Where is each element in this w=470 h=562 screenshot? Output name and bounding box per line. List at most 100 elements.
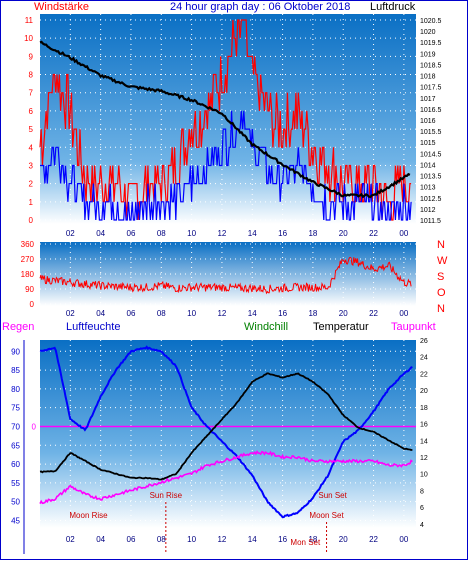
- x-tick-label: 18: [308, 229, 317, 238]
- right-tick-label: 1014.5: [420, 151, 442, 158]
- temp-tick-label: 18: [420, 405, 428, 412]
- x-tick-label: 04: [96, 535, 105, 544]
- humidity-temp-plot: 45 50 55 60 65 70 75 80 85 90 4 6 8 10 12 14 16 18 20 22 24 2…: [11, 338, 428, 554]
- right-tick-label: 1015.5: [420, 129, 442, 136]
- humidity-tick-label: 45: [11, 516, 20, 525]
- direction-label-w: W: [437, 255, 448, 267]
- x-tick-label: 10: [187, 229, 196, 238]
- right-tick-label: 1017: [420, 96, 436, 103]
- right-tick-label: 1019: [420, 51, 436, 58]
- humidity-tick-label: 55: [11, 479, 20, 488]
- left-tick-label: 3: [29, 161, 34, 170]
- right-tick-label: 1016.5: [420, 107, 442, 114]
- x-tick-label: 16: [278, 535, 287, 544]
- left-tick-label: 8: [29, 71, 34, 80]
- windstaerke-label: Windstärke: [34, 1, 89, 13]
- x-tick-label: 10: [187, 535, 196, 544]
- right-tick-label: 1011.5: [420, 218, 441, 225]
- luftdruck-label: Luftdruck: [370, 1, 416, 13]
- temp-tick-label: 10: [420, 472, 428, 479]
- direction-label-o: O: [437, 287, 446, 299]
- humidity-tick-label: 85: [11, 366, 20, 375]
- temperatur-label: Temperatur: [313, 321, 369, 333]
- astro-label-sun-rise: Sun Rise: [150, 491, 183, 500]
- temp-tick-label: 22: [420, 371, 428, 378]
- x-tick-label: 18: [308, 309, 317, 318]
- dir-tick-label: 180: [21, 270, 35, 279]
- temp-tick-label: 24: [420, 355, 428, 362]
- gust-line: [39, 19, 412, 221]
- dir-tick-label: 360: [21, 240, 35, 249]
- right-tick-label: 1012.5: [420, 196, 442, 203]
- humidity-tick-label: 80: [11, 385, 20, 394]
- luftfeuchte-label: Luftfeuchte: [66, 321, 120, 333]
- regen-label: Regen: [2, 321, 34, 333]
- right-tick-label: 1012: [420, 207, 436, 214]
- temp-tick-label: 26: [420, 338, 428, 345]
- x-tick-label: 06: [127, 229, 136, 238]
- right-tick-label: 1015: [420, 140, 436, 147]
- temp-tick-label: 6: [420, 505, 424, 512]
- humidity-tick-label: 50: [11, 498, 20, 507]
- astro-label-moon-rise: Moon Rise: [69, 511, 108, 520]
- humidity-line: [39, 345, 413, 519]
- x-tick-label: 00: [399, 309, 408, 318]
- direction-label-n: N: [437, 239, 445, 251]
- dir-tick-label: 270: [21, 255, 35, 264]
- x-tick-label: 06: [127, 535, 136, 544]
- temp-tick-label: 14: [420, 438, 428, 445]
- x-tick-label: 14: [248, 535, 257, 544]
- humidity-tick-label: 75: [11, 404, 20, 413]
- temp-tick-label: 8: [420, 488, 424, 495]
- x-tick-label: 22: [369, 309, 378, 318]
- astro-label-sun-set: Sun Set: [318, 491, 347, 500]
- right-tick-label: 1018: [420, 74, 436, 81]
- right-tick-label: 1017.5: [420, 85, 442, 92]
- humidity-tick-label: 65: [11, 441, 20, 450]
- right-tick-label: 1013.5: [420, 174, 442, 181]
- x-tick-label: 04: [96, 229, 105, 238]
- panel-humidity-temp: [40, 340, 416, 528]
- right-tick-label: 1019.5: [420, 40, 442, 47]
- dewpoint-line: [39, 450, 413, 505]
- astro-label-mon-set: Mon Set: [290, 538, 321, 547]
- left-tick-label: 2: [29, 180, 34, 189]
- x-tick-label: 14: [248, 229, 257, 238]
- wind-direction-plot: 360 270 180 90 0 02 04 06 08 10 12 14 16 18 20 22 00: [21, 240, 416, 318]
- chart-title: 24 hour graph day : 06 Oktober 2018: [170, 1, 350, 13]
- panel-wind-direction: [40, 242, 416, 306]
- x-tick-label: 18: [308, 535, 317, 544]
- x-tick-label: 12: [217, 229, 226, 238]
- x-tick-label: 20: [339, 309, 348, 318]
- rain-zero-label: 0: [32, 422, 37, 431]
- x-tick-label: 00: [399, 229, 408, 238]
- right-tick-label: 1020.5: [420, 18, 442, 25]
- temperature-line: [39, 372, 413, 481]
- x-tick-label: 02: [66, 309, 75, 318]
- x-tick-label: 02: [66, 229, 75, 238]
- x-tick-label: 20: [339, 229, 348, 238]
- x-tick-label: 16: [278, 229, 287, 238]
- pressure-line: [39, 40, 411, 199]
- temp-tick-label: 20: [420, 388, 428, 395]
- x-tick-label: 08: [157, 309, 166, 318]
- temp-tick-label: 4: [420, 522, 424, 529]
- wind-line: [40, 110, 412, 221]
- astro-label-moon-set: Moon Set: [309, 511, 344, 520]
- left-tick-label: 9: [29, 52, 34, 61]
- x-tick-label: 10: [187, 309, 196, 318]
- direction-line: [39, 256, 412, 295]
- x-tick-label: 12: [217, 535, 226, 544]
- temp-tick-label: 12: [420, 455, 428, 462]
- direction-label-n: N: [437, 303, 445, 315]
- temp-tick-label: 16: [420, 422, 428, 429]
- x-tick-label: 00: [399, 535, 408, 544]
- right-tick-label: 1014: [420, 162, 436, 169]
- x-tick-label: 08: [157, 229, 166, 238]
- humidity-tick-label: 90: [11, 347, 20, 356]
- x-tick-label: 22: [369, 535, 378, 544]
- right-tick-label: 1013: [420, 185, 436, 192]
